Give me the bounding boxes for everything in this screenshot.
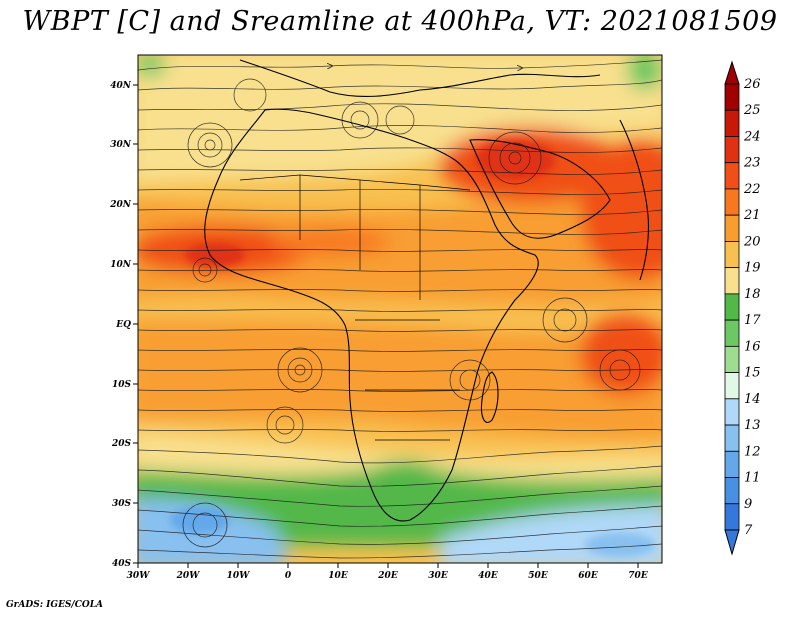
colorbar-swatch: [724, 109, 740, 137]
colorbar-label: 18: [744, 287, 761, 302]
colorbar-label: 25: [743, 103, 761, 118]
colorbar-bottom-arrow: [724, 529, 740, 556]
colorbar: 26 25 24 23 22 21 20 19 18 17 16 15 14 13 12 11 9 7: [724, 60, 761, 556]
lat-label-40s: 40S: [112, 559, 132, 569]
colorbar-label: 21: [743, 208, 761, 223]
lat-label-10n: 10N: [110, 260, 132, 270]
colorbar-swatch: [724, 477, 740, 505]
axis-ticks: [133, 84, 639, 568]
colorbar-label: 20: [743, 234, 761, 249]
colorbar-swatch: [724, 136, 740, 164]
colorbar-swatch: [724, 398, 740, 426]
colorbar-swatch: [724, 372, 740, 400]
lon-label-70e: 70E: [628, 571, 648, 581]
lat-label-20s: 20S: [111, 439, 132, 449]
lat-label-eq: EQ: [115, 320, 131, 330]
colorbar-label: 24: [743, 129, 761, 144]
colorbar-swatch: [724, 345, 740, 373]
colorbar-label: 14: [744, 392, 761, 407]
lat-label-30s: 30S: [112, 499, 132, 509]
lon-label-10e: 10E: [328, 571, 348, 581]
lat-label-10s: 10S: [112, 380, 132, 390]
lon-label-50e: 50E: [528, 571, 548, 581]
lon-label-10w: 10W: [227, 571, 251, 581]
colorbar-label: 16: [744, 339, 761, 354]
colorbar-label: 17: [744, 313, 761, 328]
colorbar-swatch: [724, 214, 740, 242]
colorbar-label: 23: [743, 156, 761, 171]
lon-label-40e: 40E: [478, 571, 498, 581]
colorbar-swatch: [724, 293, 740, 321]
colorbar-label: 13: [744, 418, 761, 433]
credit-text: GrADS: IGES/COLA: [6, 600, 104, 610]
lon-label-30w: 30W: [127, 571, 151, 581]
colorbar-swatch: [724, 241, 740, 269]
colorbar-label: 9: [744, 497, 752, 512]
lon-labels: 30W 20W 10W 0 10E 20E 30E 40E 50E 60E 70…: [127, 571, 648, 581]
colorbar-label: 19: [744, 261, 761, 276]
colorbar-swatch: [724, 162, 740, 190]
lat-label-20n: 20N: [109, 200, 132, 210]
colorbar-top-arrow: [724, 60, 740, 85]
lat-label-40n: 40N: [110, 81, 132, 91]
lon-label-30e: 30E: [428, 571, 448, 581]
colorbar-label: 15: [744, 366, 761, 381]
colorbar-swatch: [724, 319, 740, 347]
colorbar-swatch: [724, 424, 740, 452]
lon-label-20w: 20W: [176, 571, 201, 581]
colorbar-label: 11: [744, 471, 761, 486]
lat-labels: 40N 30N 20N 10N EQ 10S 20S 30S 40S: [109, 81, 132, 569]
colorbar-swatch: [724, 450, 740, 478]
colorbar-swatch: [724, 503, 740, 531]
shaded-field: [138, 55, 662, 563]
lon-label-0: 0: [285, 571, 292, 581]
colorbar-swatch: [724, 83, 740, 111]
colorbar-swatch: [724, 267, 740, 295]
coastlines: [204, 59, 649, 522]
colorbar-label: 26: [743, 77, 761, 92]
lat-label-30n: 30N: [110, 140, 132, 150]
chart-title: WBPT [C] and Sreamline at 400hPa, VT: 20…: [22, 6, 778, 37]
colorbar-swatch: [724, 188, 740, 216]
lon-label-20e: 20E: [377, 571, 398, 581]
colorbar-label: 12: [744, 444, 761, 459]
colorbar-label: 22: [743, 182, 761, 197]
lon-label-60e: 60E: [578, 571, 598, 581]
colorbar-label: 7: [744, 523, 753, 538]
map-frame: [137, 54, 663, 564]
